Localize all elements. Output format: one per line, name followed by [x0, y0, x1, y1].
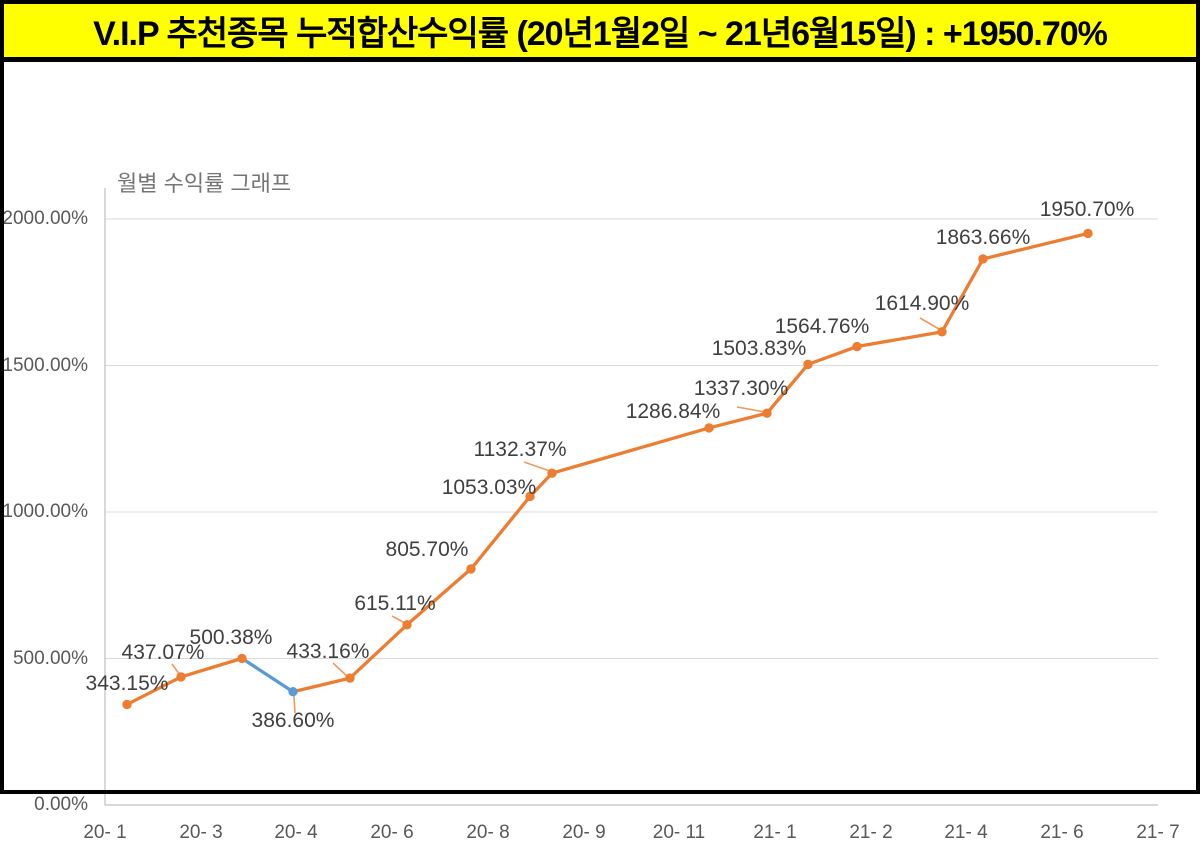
chart-region: 월별 수익률 그래프 0.00% 500.00% 1000.00% 1500.00% 2…: [0, 62, 1200, 843]
data-point-label: 1863.66%: [935, 226, 1031, 249]
data-point-marker: [937, 327, 947, 337]
label-leader-line: [919, 317, 940, 330]
data-point-label: 805.70%: [385, 538, 469, 561]
label-leader-line: [332, 662, 349, 678]
label-leader-line: [391, 615, 406, 624]
data-point-marker: [402, 620, 412, 630]
data-point-label: 433.16%: [286, 640, 370, 663]
y-tick-label: 1500.00%: [2, 354, 88, 376]
series-segment: [550, 426, 711, 475]
data-point-marker: [466, 564, 476, 574]
series-segment: [291, 676, 352, 694]
chart-subtitle: 월별 수익률 그래프: [117, 171, 292, 196]
series-segment: [348, 623, 409, 680]
data-point-marker: [1083, 228, 1093, 239]
data-point-label: 386.60%: [251, 709, 335, 732]
data-point-marker: [547, 468, 557, 478]
x-tick-label: 21- 4: [944, 822, 988, 843]
data-point-label: 615.11%: [354, 592, 436, 615]
data-point-marker: [176, 672, 186, 682]
series-segment: [240, 656, 295, 694]
data-point-label: 500.38%: [189, 626, 273, 649]
x-tick-label: 21- 1: [753, 822, 797, 843]
y-tick-label: 0.00%: [34, 794, 88, 815]
x-tick-label: 20- 11: [652, 822, 706, 843]
data-point-label: 1950.70%: [1039, 198, 1135, 221]
data-point-label: 1053.03%: [441, 476, 537, 499]
data-point-marker: [852, 341, 862, 352]
data-point-label: 1614.90%: [874, 292, 970, 315]
series-segment: [405, 567, 473, 627]
data-point-marker: [345, 673, 355, 683]
series-segment: [528, 471, 554, 499]
series-segment: [981, 231, 1090, 261]
data-point-marker: [237, 653, 247, 664]
series-segment: [179, 656, 244, 679]
y-tick-label: 500.00%: [12, 647, 88, 669]
data-point-marker: [122, 699, 132, 710]
data-point-marker: [803, 359, 813, 370]
x-tick-label: 20- 6: [370, 822, 414, 843]
label-leader-line: [293, 695, 296, 714]
series-segment: [469, 494, 532, 571]
data-point-marker: [704, 423, 714, 433]
data-point-label: 1337.30%: [693, 377, 789, 400]
main-title: V.I.P 추천종목 누적합산수익률 (20년1월2일 ~ 21년6월15일) …: [93, 15, 1108, 53]
series-segment: [855, 330, 944, 349]
title-banner: V.I.P 추천종목 누적합산수익률 (20년1월2일 ~ 21년6월15일) …: [0, 0, 1200, 62]
x-tick-label: 21- 2: [849, 822, 893, 843]
series-segment: [707, 411, 769, 430]
series-segment: [765, 362, 810, 415]
data-point-label: 1503.83%: [711, 337, 807, 360]
data-point-label: 1564.76%: [774, 315, 870, 338]
x-tick-label: 21- 6: [1040, 822, 1084, 843]
data-point-label: 1132.37%: [473, 438, 567, 461]
data-point-marker: [288, 687, 298, 697]
x-tick-label: 21- 7: [1136, 822, 1180, 843]
series-segment: [940, 257, 985, 334]
label-leader-line: [523, 461, 551, 472]
data-point-marker: [525, 491, 535, 502]
y-tick-label: 1000.00%: [2, 501, 88, 522]
x-tick-label: 20- 4: [274, 822, 318, 843]
label-leader-line: [736, 406, 766, 413]
series-segment: [125, 675, 183, 707]
series-segment: [806, 344, 859, 367]
x-tick-label: 20- 9: [562, 822, 606, 843]
y-tick-label: 2000.00%: [2, 208, 88, 229]
data-point-label: 437.07%: [121, 641, 205, 664]
x-tick-label: 20- 3: [179, 822, 223, 843]
data-point-label: 1286.84%: [625, 400, 721, 423]
data-point-marker: [762, 408, 772, 418]
x-tick-label: 20- 8: [466, 822, 510, 843]
x-tick-label: 20- 1: [83, 822, 127, 843]
data-point-label: 343.15%: [85, 672, 169, 695]
data-point-marker: [978, 254, 988, 264]
line-chart-canvas: [104, 188, 1158, 806]
